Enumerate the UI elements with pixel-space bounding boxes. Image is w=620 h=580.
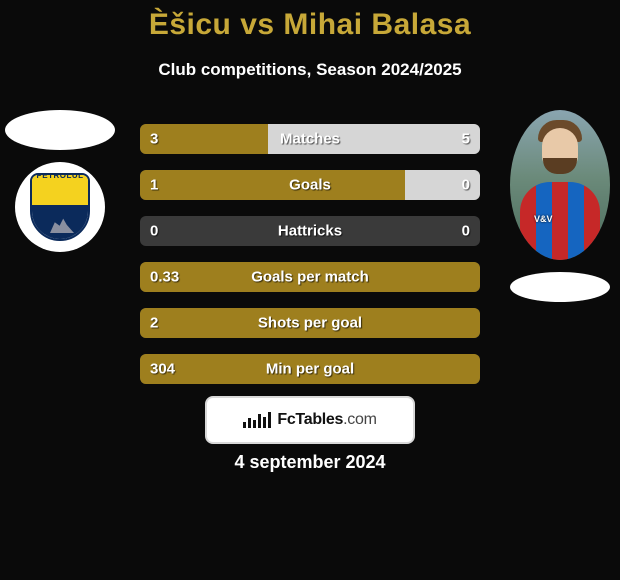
player-right-avatar: V&V [510,110,610,260]
crest-text: PETROLUL [32,173,88,180]
stat-bar-left [140,170,405,200]
player-left-column: PETROLUL [0,110,120,252]
fctables-badge[interactable]: FcTables.com [205,396,415,444]
date-text: 4 september 2024 [0,452,620,473]
player-left-avatar-placeholder [5,110,115,150]
subtitle: Club competitions, Season 2024/2025 [0,60,620,80]
stat-value-right: 0 [462,223,470,240]
stat-row: 2Shots per goal [140,308,480,338]
player-right-column: V&V [500,110,620,302]
jersey-sponsor: V&V [534,214,553,224]
stat-row: 35Matches [140,124,480,154]
player-left-club-crest: PETROLUL [15,162,105,252]
stat-value-left: 304 [150,361,175,378]
chart-icon [243,412,271,428]
stat-row: 10Goals [140,170,480,200]
page-title: Èšicu vs Mihai Balasa [0,0,620,42]
stat-bar-right [268,124,481,154]
stat-value-left: 0.33 [150,269,179,286]
stat-bar-left [140,262,480,292]
player-right-club-crest-placeholder [510,272,610,302]
stat-bar-left [140,354,480,384]
stat-bar-left [140,124,268,154]
stat-value-left: 1 [150,177,158,194]
stats-container: 35Matches10Goals00Hattricks0.33Goals per… [140,124,480,384]
stat-value-left: 3 [150,131,158,148]
stat-row: 304Min per goal [140,354,480,384]
stat-row: 0.33Goals per match [140,262,480,292]
stat-row: 00Hattricks [140,216,480,246]
brand-text: FcTables.com [277,411,376,429]
stat-value-left: 0 [150,223,158,240]
stat-value-right: 0 [462,177,470,194]
stat-bar-left [140,308,480,338]
stat-value-left: 2 [150,315,158,332]
stat-value-right: 5 [462,131,470,148]
